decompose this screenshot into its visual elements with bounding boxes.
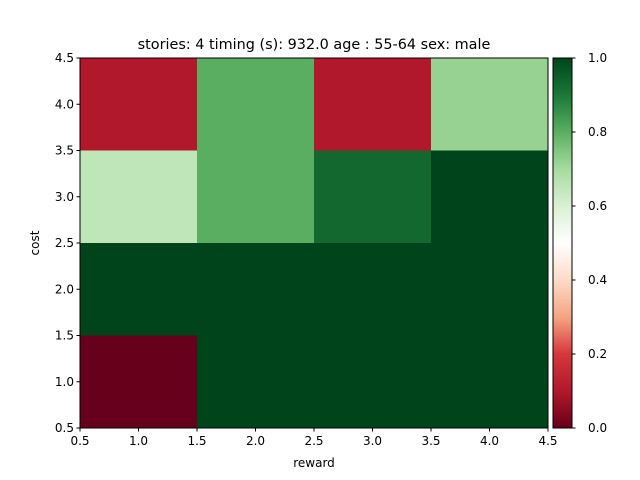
y-tick-label: 2.5 — [55, 236, 74, 250]
colorbar-tick-label: 0.2 — [588, 347, 607, 361]
colorbar-tick-label: 0.6 — [588, 199, 607, 213]
y-tick-label: 3.5 — [55, 144, 74, 158]
colorbar-tick-label: 0.0 — [588, 421, 607, 435]
heatmap-cell-r1-c0 — [80, 243, 197, 336]
y-tick-label: 4.5 — [55, 51, 74, 65]
heatmap-cell-r0-c0 — [80, 335, 197, 428]
colorbar-tick-label: 0.8 — [588, 125, 607, 139]
colorbar-tick-label: 1.0 — [588, 51, 607, 65]
colorbar-tick-label: 0.4 — [588, 273, 607, 287]
heatmap-cell-r0-c2 — [314, 335, 431, 428]
x-tick-label: 2.0 — [246, 434, 265, 448]
x-axis-label: reward — [293, 456, 335, 470]
y-tick-label: 1.5 — [55, 329, 74, 343]
heatmap-cell-r2-c3 — [431, 150, 548, 243]
y-tick-label: 2.0 — [55, 282, 74, 296]
colorbar-axis: 0.0 0.2 0.4 0.6 0.8 1.0 — [572, 51, 607, 435]
heatmap-cell-r0-c1 — [197, 335, 314, 428]
heatmap-cell-r3-c0 — [80, 58, 197, 151]
heatmap-cell-r1-c2 — [314, 243, 431, 336]
heatmap-cells — [80, 58, 548, 428]
heatmap-cell-r1-c3 — [431, 243, 548, 336]
x-axis: 0.5 1.0 1.5 2.0 2.5 3.0 3.5 4.0 4.5 — [70, 428, 558, 448]
heatmap-cell-r0-c3 — [431, 335, 548, 428]
heatmap-cell-r2-c2 — [314, 150, 431, 243]
x-tick-label: 4.0 — [480, 434, 499, 448]
heatmap-cell-r3-c3 — [431, 58, 548, 151]
x-tick-label: 1.0 — [129, 434, 148, 448]
heatmap-cell-r3-c2 — [314, 58, 431, 151]
y-axis: 0.5 1.0 1.5 2.0 2.5 3.0 3.5 4.0 4.5 — [55, 51, 80, 435]
y-tick-label: 0.5 — [55, 421, 74, 435]
chart-title: stories: 4 timing (s): 932.0 age : 55-64… — [138, 37, 491, 53]
heatmap-cell-r1-c1 — [197, 243, 314, 336]
y-tick-label: 4.0 — [55, 97, 74, 111]
colorbar — [552, 57, 573, 429]
x-tick-label: 2.5 — [304, 434, 323, 448]
x-tick-label: 0.5 — [70, 434, 89, 448]
heatmap-cell-r2-c0 — [80, 150, 197, 243]
y-axis-label: cost — [28, 230, 42, 255]
x-tick-label: 4.5 — [538, 434, 557, 448]
x-tick-label: 3.0 — [363, 434, 382, 448]
y-tick-label: 1.0 — [55, 375, 74, 389]
x-tick-label: 3.5 — [421, 434, 440, 448]
x-tick-label: 1.5 — [187, 434, 206, 448]
y-tick-label: 3.0 — [55, 190, 74, 204]
heatmap-cell-r3-c1 — [197, 58, 314, 151]
heatmap-cell-r2-c1 — [197, 150, 314, 243]
